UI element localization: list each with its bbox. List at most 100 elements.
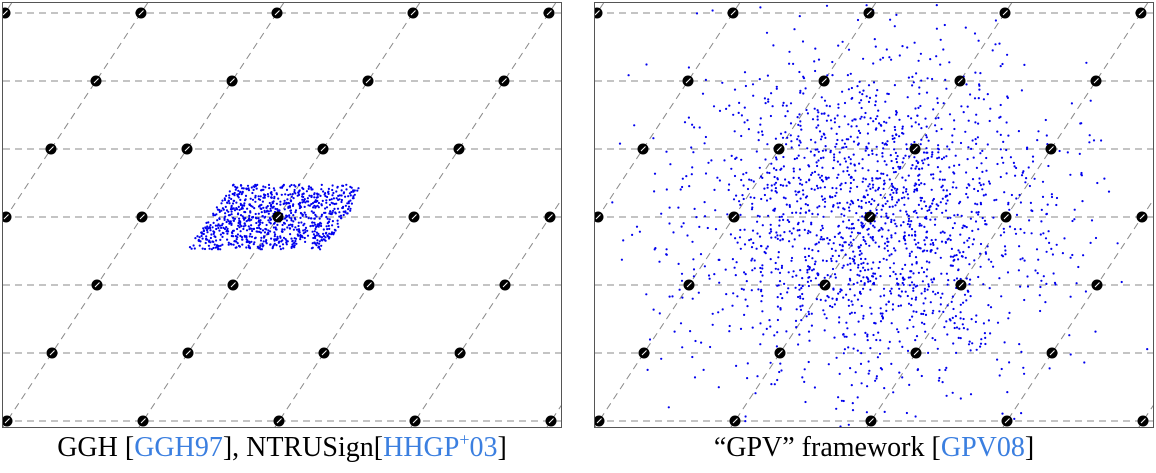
sample-point: [925, 125, 928, 128]
sample-point: [729, 233, 732, 236]
sample-point: [211, 240, 214, 243]
lattice-point-tick: [730, 10, 736, 16]
sample-point: [918, 92, 921, 95]
sample-point: [751, 202, 754, 205]
sample-point: [948, 148, 951, 151]
sample-point: [225, 230, 228, 233]
sample-point: [898, 340, 901, 343]
sample-point: [925, 151, 928, 154]
sample-point: [835, 297, 838, 300]
sample-point: [340, 217, 343, 220]
sample-point: [693, 376, 697, 379]
sample-point: [660, 212, 663, 215]
sample-point: [883, 247, 886, 250]
sample-point: [874, 117, 877, 120]
sample-point: [316, 196, 319, 199]
sample-point: [335, 197, 338, 200]
sample-point: [290, 211, 293, 215]
sample-point: [239, 234, 242, 237]
sample-point: [681, 185, 684, 189]
sample-point: [652, 308, 655, 311]
sample-point: [718, 179, 721, 182]
sample-point: [838, 231, 841, 234]
sample-point: [698, 225, 701, 228]
sample-point: [955, 186, 958, 189]
sample-point: [730, 154, 733, 157]
sample-point: [835, 142, 838, 146]
sample-point: [627, 74, 630, 77]
sample-point: [787, 287, 790, 290]
sample-point: [945, 202, 948, 205]
sample-point: [815, 126, 818, 129]
sample-point: [801, 277, 804, 280]
sample-point: [745, 171, 748, 174]
citation-link-hhgp03[interactable]: HHGP+03: [383, 429, 498, 463]
sample-point: [821, 149, 824, 152]
sample-point: [836, 176, 839, 179]
sample-point: [767, 100, 770, 103]
sample-point: [236, 242, 239, 245]
sample-point: [1068, 334, 1071, 337]
sample-point: [322, 238, 325, 241]
sample-point: [785, 330, 788, 333]
sample-point: [867, 268, 870, 271]
sample-point: [228, 196, 231, 199]
sample-point: [341, 206, 344, 209]
sample-point: [228, 194, 231, 197]
sample-point: [894, 222, 897, 225]
sample-point: [1063, 237, 1066, 240]
sample-point: [746, 187, 750, 191]
citation-link-gpv08[interactable]: GPV08: [940, 432, 1025, 463]
sample-point: [239, 214, 243, 217]
sample-point: [218, 224, 222, 227]
sample-point: [294, 239, 297, 243]
sample-point: [829, 151, 832, 154]
sample-point: [996, 130, 999, 133]
sample-point: [867, 100, 871, 103]
sample-point: [799, 305, 802, 308]
sample-point: [320, 183, 323, 186]
sample-point: [213, 243, 216, 246]
sample-point: [785, 104, 788, 107]
sample-point: [269, 222, 272, 225]
sample-point: [207, 227, 210, 230]
sample-point: [331, 220, 334, 223]
sample-point: [848, 227, 851, 230]
sample-point: [951, 134, 954, 137]
sample-point: [265, 206, 268, 209]
sample-point: [958, 251, 961, 254]
sample-point: [975, 348, 978, 351]
sample-point: [243, 204, 246, 207]
sample-point: [1103, 177, 1106, 180]
sample-point: [248, 214, 251, 217]
sample-point: [817, 124, 820, 127]
sample-point: [298, 189, 301, 193]
sample-point: [893, 25, 896, 28]
sample-point: [717, 386, 720, 389]
sample-point: [851, 402, 854, 405]
sample-point: [280, 230, 283, 233]
sample-point: [1066, 151, 1069, 154]
lattice-points: [3, 7, 557, 427]
sample-point: [887, 300, 890, 303]
sample-point: [831, 186, 834, 190]
sample-point: [760, 197, 763, 201]
sample-point: [769, 258, 772, 261]
sample-point: [292, 228, 295, 231]
sample-point: [982, 283, 985, 286]
gpv-panel: [594, 2, 1154, 428]
sample-point: [920, 79, 923, 82]
sample-point: [894, 273, 897, 276]
sample-point: [225, 220, 228, 224]
sample-point: [1020, 174, 1024, 177]
sample-point: [897, 165, 900, 168]
sample-point: [825, 4, 829, 7]
sample-point: [671, 295, 674, 298]
citation-link-ggh97[interactable]: GGH97: [134, 432, 223, 463]
sample-point: [342, 213, 345, 217]
sample-point: [1023, 231, 1026, 234]
sample-point: [1012, 161, 1015, 164]
sample-point: [847, 138, 850, 141]
sample-point: [645, 63, 648, 66]
sample-points: [611, 4, 1149, 427]
